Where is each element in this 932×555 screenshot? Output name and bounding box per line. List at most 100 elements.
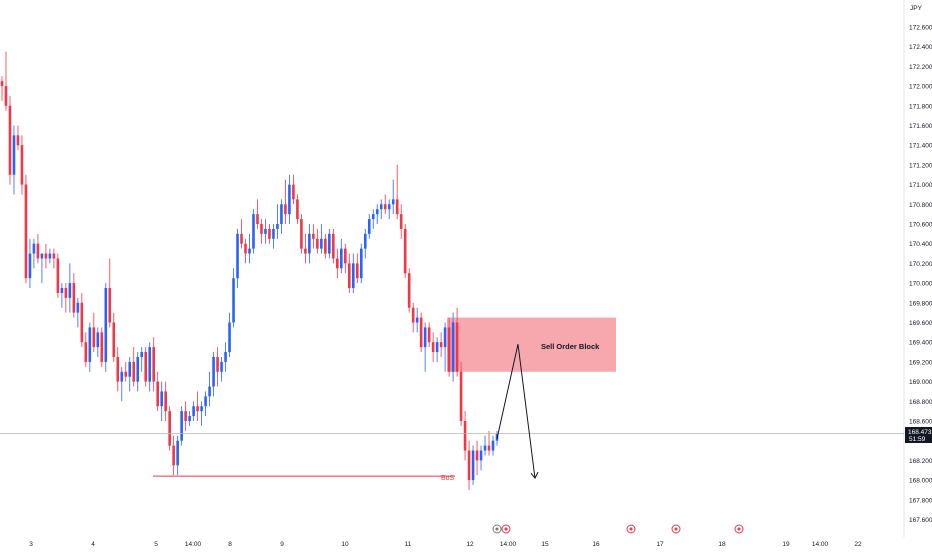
candle-body <box>300 219 303 249</box>
candle-body <box>332 233 335 259</box>
candle <box>4 51 8 111</box>
candle-body <box>140 352 144 357</box>
candle-body <box>359 248 363 279</box>
candle-body <box>491 440 495 451</box>
candle <box>367 214 371 239</box>
candles <box>0 51 499 490</box>
candle <box>399 204 403 239</box>
candle-body <box>487 445 491 451</box>
candle-body <box>164 391 167 412</box>
candle-body <box>288 184 291 215</box>
candle <box>168 406 171 451</box>
candle-body <box>104 288 108 362</box>
y-tick-label: 169.000 <box>909 379 932 386</box>
candle <box>292 174 295 205</box>
y-tick-label: 170.800 <box>909 202 932 209</box>
candle-body <box>240 233 243 244</box>
candle-body <box>148 347 152 382</box>
candle-body <box>320 238 323 249</box>
candle-body <box>68 283 72 298</box>
candle <box>48 248 52 264</box>
candle-body <box>44 253 48 259</box>
time-axis[interactable]: 3 4 5 14:00 8 9 10 11 12 14:00 15 16 17 18 19 14:00 22 <box>29 541 862 548</box>
candle-body <box>72 283 76 313</box>
candle-body <box>272 228 275 239</box>
candle-body <box>387 204 391 210</box>
candle-body <box>128 361 132 377</box>
candle <box>200 401 203 426</box>
candle-body <box>403 228 407 274</box>
candle-body <box>351 263 355 289</box>
countdown-label: 51:59 <box>909 436 926 443</box>
candle <box>164 381 167 421</box>
y-tick-label: 168.200 <box>909 458 932 465</box>
candle-body <box>64 288 68 298</box>
candle-body <box>375 209 379 215</box>
candle-body <box>391 199 395 205</box>
candle <box>479 445 483 471</box>
candle <box>351 253 355 293</box>
candle <box>140 347 144 372</box>
candle-body <box>467 450 471 481</box>
candle <box>76 297 80 328</box>
candle <box>296 194 299 224</box>
candle-body <box>407 273 411 308</box>
candle <box>160 381 163 421</box>
candle <box>12 125 16 195</box>
candle <box>483 435 487 456</box>
candle <box>459 361 463 426</box>
candle <box>224 342 227 372</box>
candle-body <box>347 263 351 289</box>
x-tick-label: 14:00 <box>500 541 517 548</box>
candle <box>36 233 40 264</box>
candle-body <box>435 342 439 353</box>
candle <box>435 337 439 362</box>
candle <box>216 347 219 387</box>
candle-body <box>48 253 52 259</box>
candle <box>284 179 287 224</box>
candle-body <box>340 248 343 269</box>
candle <box>20 135 24 195</box>
y-tick-label: 171.800 <box>909 103 932 110</box>
candle-body <box>184 411 187 421</box>
candle <box>132 347 136 387</box>
candle <box>419 312 423 353</box>
candle-body <box>260 224 263 234</box>
candle-body <box>28 253 32 279</box>
candle-body <box>459 371 463 421</box>
candle <box>391 179 395 215</box>
candle <box>427 322 431 348</box>
candle-body <box>124 371 128 377</box>
candle-body <box>395 199 399 215</box>
candle-body <box>296 199 299 220</box>
candle-body <box>479 450 483 461</box>
y-tick-label: 168.800 <box>909 399 932 406</box>
candle-body <box>156 381 159 407</box>
candle-body <box>220 361 223 372</box>
candle-body <box>284 204 287 215</box>
candle-body <box>76 302 80 313</box>
candle <box>212 352 215 397</box>
candle <box>112 312 116 362</box>
candle <box>268 224 271 244</box>
candle <box>487 430 491 456</box>
candle-body <box>224 352 227 362</box>
candle-body <box>431 342 435 353</box>
candle <box>256 199 259 229</box>
candle <box>56 253 60 298</box>
candle-body <box>84 342 88 362</box>
candle-body <box>92 327 96 348</box>
event-marker-dot <box>629 527 633 531</box>
candle-body <box>316 238 319 249</box>
candle <box>431 332 435 362</box>
candle-body <box>308 233 311 254</box>
candle-body <box>363 233 367 249</box>
x-tick-label: 8 <box>228 541 232 548</box>
candle <box>467 440 471 490</box>
y-tick-label: 170.600 <box>909 222 932 229</box>
y-tick-label: 168.600 <box>909 419 932 426</box>
candle-body <box>447 327 451 372</box>
